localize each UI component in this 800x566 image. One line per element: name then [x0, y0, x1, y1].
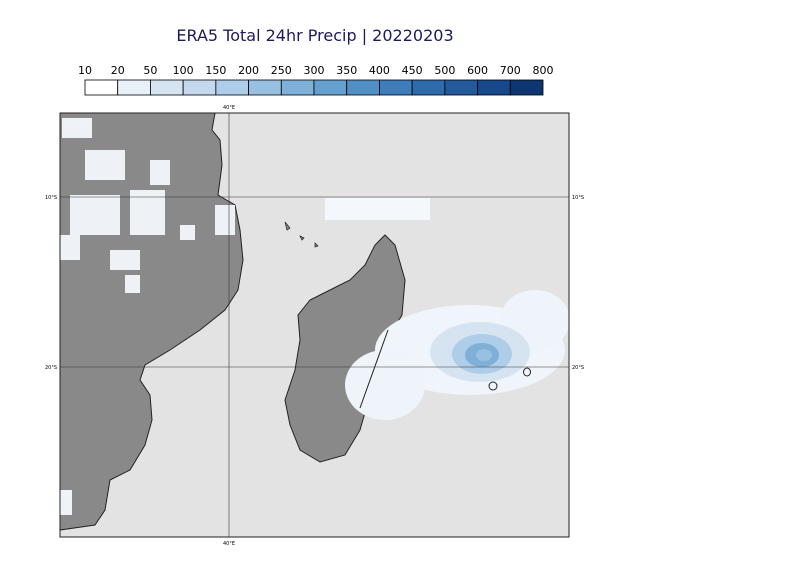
colorbar-label: 350: [336, 64, 357, 77]
colorbar-label: 600: [467, 64, 488, 77]
precip-africa: [60, 118, 235, 515]
colorbar-box: [84, 79, 119, 96]
coast-east: [359, 329, 389, 409]
title: ERA5 Total 24hr Precip | 20220203: [176, 26, 453, 45]
colorbar-box: [182, 79, 217, 96]
colorbar-box: [477, 79, 511, 96]
colorbar-box: [150, 79, 184, 96]
colorbar-label: 450: [402, 64, 423, 77]
colorbar: 10 20 50 100 150 200 250 300 350 400 450 500 600 700 8…: [78, 64, 554, 96]
colorbar-label: 500: [434, 64, 455, 77]
colorbar-label: 800: [533, 64, 554, 77]
colorbar-box: [444, 79, 478, 96]
colorbar-label: 400: [369, 64, 390, 77]
lon-label: 40°E: [223, 105, 235, 111]
comoros: [284, 221, 319, 248]
colorbar-box: [248, 79, 282, 96]
colorbar-label: 300: [304, 64, 325, 77]
colorbar-box: [313, 79, 348, 96]
lat-label: 20°S: [45, 365, 57, 371]
colorbar-label: 20: [111, 64, 125, 77]
colorbar-box: [280, 79, 315, 96]
colorbar-box: [117, 79, 151, 96]
colorbar-box: [215, 79, 249, 96]
reunion: [523, 367, 531, 377]
lat-label: 10°S: [572, 195, 584, 201]
lat-label: 10°S: [45, 195, 57, 201]
lon-label: 40°E: [223, 541, 235, 547]
mauritius: [488, 381, 498, 391]
colorbar-label: 700: [500, 64, 521, 77]
colorbar-label: 100: [173, 64, 194, 77]
colorbar-label: 10: [78, 64, 92, 77]
colorbar-box: [509, 79, 544, 96]
lat-label: 20°S: [572, 365, 584, 371]
colorbar-box: [379, 79, 413, 96]
colorbar-label: 200: [238, 64, 259, 77]
colorbar-label: 250: [271, 64, 292, 77]
colorbar-box: [346, 79, 380, 96]
colorbar-box: [411, 79, 446, 96]
map: 40°E 40°E 10°S 10°S 20°S 20°S: [45, 105, 584, 547]
colorbar-label: 50: [143, 64, 157, 77]
colorbar-label: 150: [205, 64, 226, 77]
frame: [59, 112, 570, 538]
